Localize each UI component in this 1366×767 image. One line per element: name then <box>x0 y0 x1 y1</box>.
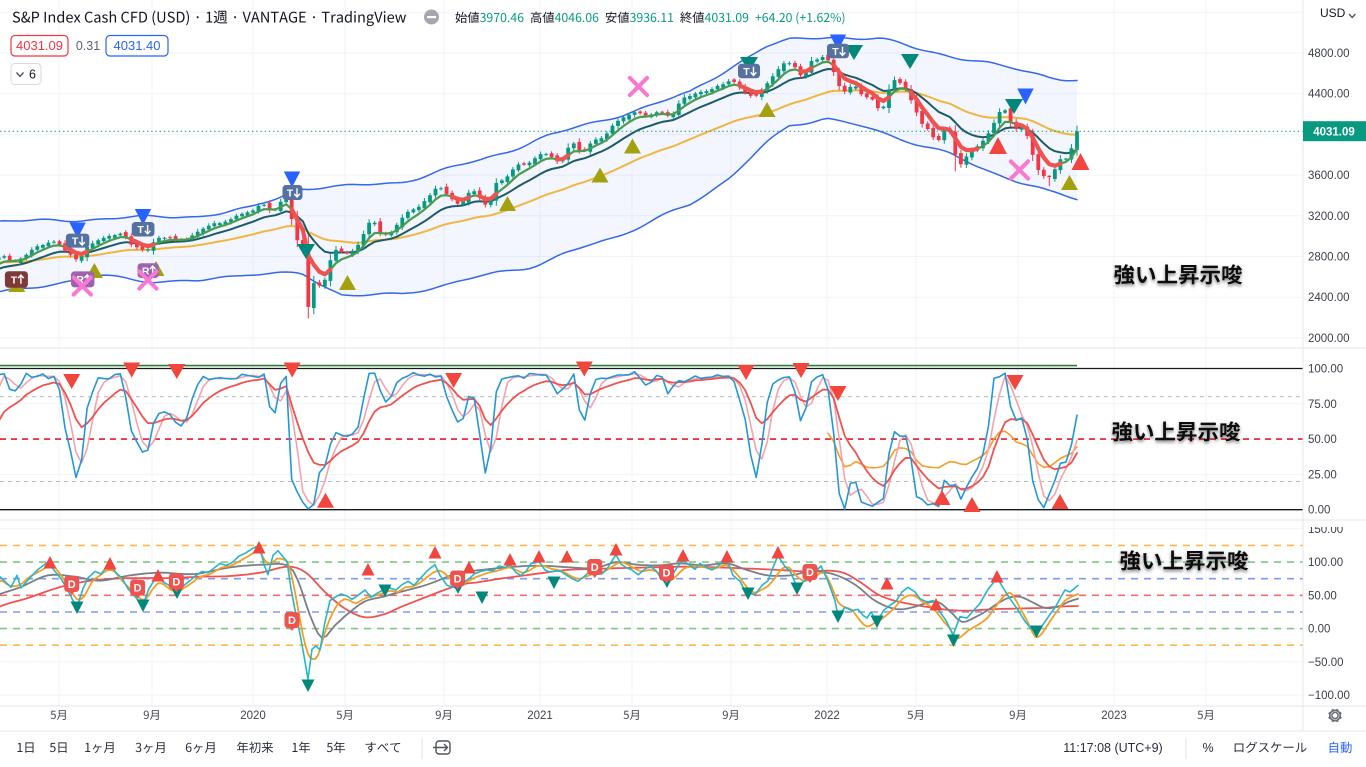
svg-text:T: T <box>137 224 144 236</box>
svg-text:2000.00: 2000.00 <box>1308 333 1350 345</box>
svg-text:0.00: 0.00 <box>1308 505 1330 517</box>
svg-text:4800.00: 4800.00 <box>1308 48 1350 60</box>
svg-text:2023: 2023 <box>1101 710 1127 722</box>
svg-text:0.31: 0.31 <box>76 39 100 53</box>
svg-text:6: 6 <box>29 68 36 82</box>
svg-text:4400.00: 4400.00 <box>1308 89 1350 101</box>
svg-text:D: D <box>134 583 142 595</box>
svg-text:R: R <box>142 265 150 277</box>
svg-text:3200.00: 3200.00 <box>1308 211 1350 223</box>
svg-text:100.00: 100.00 <box>1308 557 1343 569</box>
svg-text:USD: USD <box>1320 6 1346 20</box>
svg-text:50.00: 50.00 <box>1308 590 1337 602</box>
svg-text:50.00: 50.00 <box>1308 434 1337 446</box>
svg-text:4031.09: 4031.09 <box>16 38 63 53</box>
svg-text:11:17:08 (UTC+9): 11:17:08 (UTC+9) <box>1063 741 1162 755</box>
svg-text:−100.00: −100.00 <box>1308 690 1350 702</box>
svg-text:T: T <box>743 66 750 78</box>
svg-text:D: D <box>288 615 296 627</box>
svg-text:4031.09: 4031.09 <box>1313 126 1355 138</box>
svg-text:2020: 2020 <box>240 710 266 722</box>
svg-text:2021: 2021 <box>527 710 553 722</box>
svg-text:D: D <box>454 573 462 585</box>
svg-text:T: T <box>11 274 18 286</box>
svg-text:100.00: 100.00 <box>1308 364 1343 376</box>
svg-text:R: R <box>76 274 84 286</box>
svg-text:T: T <box>832 46 839 58</box>
svg-text:D: D <box>806 567 814 579</box>
svg-text:D: D <box>172 576 180 588</box>
svg-text:4031.40: 4031.40 <box>114 38 161 53</box>
svg-text:D: D <box>68 579 76 591</box>
svg-text:T: T <box>287 187 294 199</box>
svg-text:2800.00: 2800.00 <box>1308 252 1350 264</box>
svg-text:25.00: 25.00 <box>1308 469 1337 481</box>
svg-text:3600.00: 3600.00 <box>1308 170 1350 182</box>
svg-text:%: % <box>1202 741 1213 755</box>
svg-text:D: D <box>591 562 599 574</box>
svg-text:−50.00: −50.00 <box>1308 657 1344 669</box>
svg-text:2400.00: 2400.00 <box>1308 292 1350 304</box>
svg-text:0.00: 0.00 <box>1308 624 1330 636</box>
svg-text:75.00: 75.00 <box>1308 399 1337 411</box>
svg-text:2022: 2022 <box>814 710 840 722</box>
svg-text:T: T <box>72 235 79 247</box>
svg-text:D: D <box>663 567 671 579</box>
